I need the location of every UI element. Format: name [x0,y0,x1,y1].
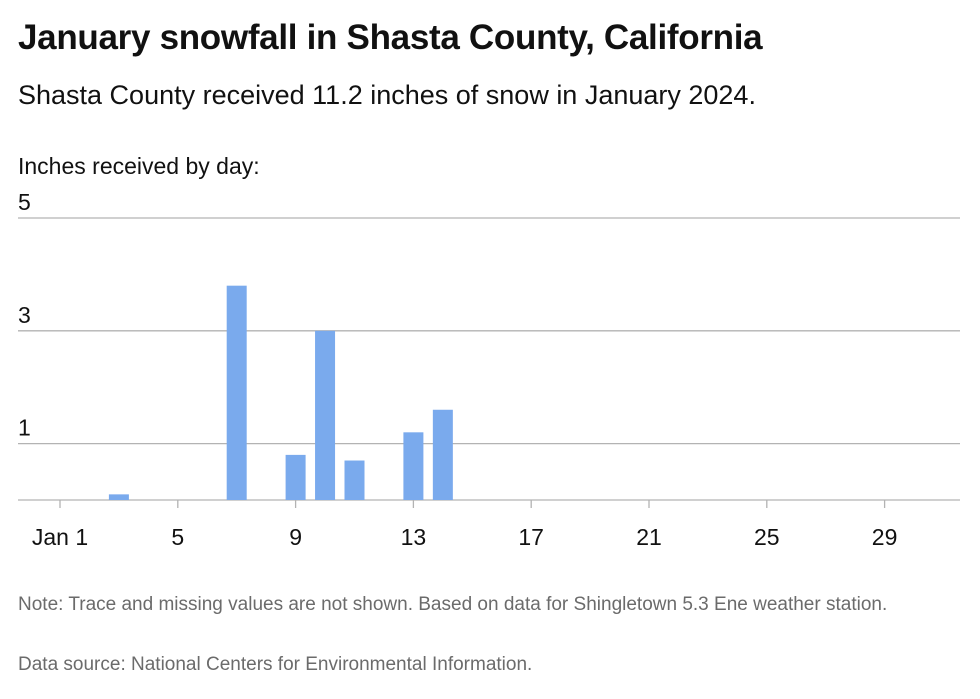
x-tick-label-25: 25 [754,524,780,550]
chart-subtitle: Shasta County received 11.2 inches of sn… [18,80,756,110]
y-tick-label-1: 1 [18,415,31,441]
y-axis-label: Inches received by day: [18,153,260,179]
bar-chart: 135 Jan 1 5 9 13 17 21 25 29 [18,189,960,550]
x-tick-label-29: 29 [872,524,898,550]
bar-day-10 [315,330,336,500]
x-tick-labels: Jan 1 5 9 13 17 21 25 29 [32,524,898,550]
x-tick-label-21: 21 [636,524,662,550]
chart-title: January snowfall in Shasta County, Calif… [18,18,763,57]
chart-note: Note: Trace and missing values are not s… [18,594,888,615]
x-tick-label-9: 9 [289,524,302,550]
bar-day-13 [403,432,424,500]
x-tick-label-5: 5 [171,524,184,550]
y-tick-label-3: 3 [18,302,31,328]
y-tick-labels: 1 3 5 [18,189,31,441]
gridlines [18,217,960,508]
x-tick-label-13: 13 [401,524,427,550]
x-tick-label-17: 17 [518,524,544,550]
bar-day-9 [285,454,306,500]
x-tick-label-1: Jan 1 [32,524,88,550]
bar-day-14 [432,409,453,500]
bars [108,285,453,500]
bar-day-11 [344,460,365,500]
bar-day-7 [226,285,247,500]
data-source: Data source: National Centers for Enviro… [18,654,533,675]
y-tick-label-5: 5 [18,189,31,215]
bar-day-3 [108,494,129,500]
